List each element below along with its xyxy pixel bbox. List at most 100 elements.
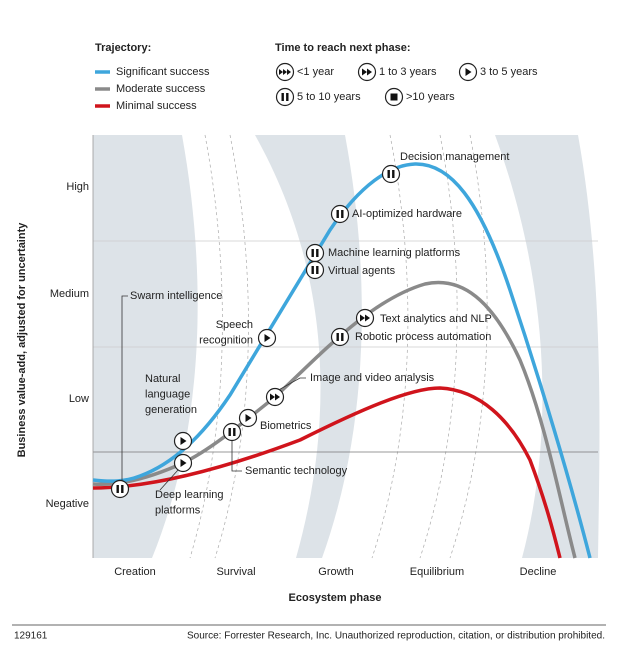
tech-label: Robotic process automation — [355, 331, 491, 343]
icon-arrow — [275, 393, 280, 401]
phase-icon — [355, 308, 375, 328]
icon-bar — [121, 485, 124, 493]
y-label: High — [66, 181, 89, 193]
icon-bar — [316, 249, 319, 257]
phase-icon — [384, 87, 404, 107]
tech-label: platforms — [155, 504, 201, 516]
icon-bar — [336, 333, 339, 341]
leader-lines — [121, 295, 306, 491]
tech-label: Natural — [145, 373, 180, 385]
phase-icon — [330, 327, 350, 347]
trajectory-title: Trajectory: — [95, 42, 151, 54]
icon-circle — [305, 260, 325, 280]
icon-arrow — [180, 437, 187, 445]
phase-dividers — [189, 134, 488, 559]
tech-label: Image and video analysis — [310, 372, 435, 384]
icon-circle — [222, 422, 242, 442]
legend-label: <1 year — [297, 66, 334, 78]
legend-label: 5 to 10 years — [297, 91, 361, 103]
tech-label: Decision management — [400, 151, 509, 163]
tech-label: Virtual agents — [328, 265, 396, 277]
phase-icon — [305, 243, 325, 263]
tech-label: Biometrics — [260, 420, 312, 432]
icon-bar — [228, 428, 231, 436]
footer-id: 129161 — [14, 631, 48, 642]
tech-label: Machine learning platforms — [328, 247, 461, 259]
icon-circle — [275, 87, 295, 107]
phase-icon — [357, 62, 377, 82]
phase-icon — [222, 422, 242, 442]
phase-icon — [330, 204, 350, 224]
icon-bar — [311, 266, 314, 274]
icon-arrow — [270, 393, 275, 401]
icon-bar — [392, 170, 395, 178]
icon-bar — [387, 170, 390, 178]
x-axis-title: Ecosystem phase — [289, 592, 382, 604]
tech-label: Swarm intelligence — [130, 290, 222, 302]
phase-icon — [275, 87, 295, 107]
phase-icon — [173, 431, 193, 451]
icon-arrow — [264, 334, 271, 342]
phase-icon — [110, 479, 130, 499]
tech-label: generation — [145, 404, 197, 416]
legend-label: >10 years — [406, 91, 455, 103]
icon-bar — [316, 266, 319, 274]
y-label: Low — [69, 393, 89, 405]
legend-label: Moderate success — [116, 83, 206, 95]
icon-arrow — [180, 459, 187, 467]
icon-square — [390, 93, 398, 101]
phase-icon — [257, 328, 277, 348]
icon-bar — [336, 210, 339, 218]
icon-bar — [341, 333, 344, 341]
x-label: Growth — [318, 566, 353, 578]
icon-bar — [311, 249, 314, 257]
x-label: Survival — [216, 566, 255, 578]
legend-label: 3 to 5 years — [480, 66, 538, 78]
phase-icon — [173, 453, 193, 473]
icon-arrow — [360, 314, 365, 322]
icon-arrow — [287, 69, 291, 75]
icon-arrow — [362, 68, 367, 76]
legend-label: 1 to 3 years — [379, 66, 437, 78]
tech-label: language — [145, 388, 190, 400]
time-title: Time to reach next phase: — [275, 42, 411, 54]
y-axis-title: Business value-add, adjusted for uncerta… — [16, 222, 28, 458]
icon-circle — [110, 479, 130, 499]
icon-circle — [381, 164, 401, 184]
icon-arrow — [279, 69, 283, 75]
icon-arrow — [367, 68, 372, 76]
tech-label: Semantic technology — [245, 465, 348, 477]
phase-icon — [275, 62, 295, 82]
icon-arrow — [465, 68, 472, 76]
icon-bar — [286, 93, 289, 101]
icon-arrow — [365, 314, 370, 322]
legend-label: Minimal success — [116, 100, 197, 112]
tech-label: Text analytics and NLP — [380, 313, 492, 325]
icon-bar — [341, 210, 344, 218]
y-label: Medium — [50, 288, 89, 300]
tech-label: Deep learning — [155, 489, 224, 501]
icon-circle — [330, 327, 350, 347]
icon-bar — [116, 485, 119, 493]
phase-icon — [458, 62, 478, 82]
x-label: Decline — [520, 566, 557, 578]
icon-circle — [330, 204, 350, 224]
legend-label: Significant success — [116, 66, 210, 78]
x-label: Equilibrium — [410, 566, 464, 578]
phase-icon — [381, 164, 401, 184]
icon-arrow — [245, 414, 252, 422]
y-label: Negative — [46, 498, 89, 510]
icon-bar — [281, 93, 284, 101]
phase-icon — [238, 408, 258, 428]
icon-arrow — [283, 69, 287, 75]
tech-label: Speech — [216, 319, 253, 331]
icon-bar — [233, 428, 236, 436]
phase-icon — [305, 260, 325, 280]
icon-circle — [305, 243, 325, 263]
footer-source: Source: Forrester Research, Inc. Unautho… — [187, 631, 605, 642]
x-label: Creation — [114, 566, 156, 578]
tech-label: recognition — [199, 334, 253, 346]
tech-label: AI-optimized hardware — [352, 208, 462, 220]
phase-icon — [265, 387, 285, 407]
